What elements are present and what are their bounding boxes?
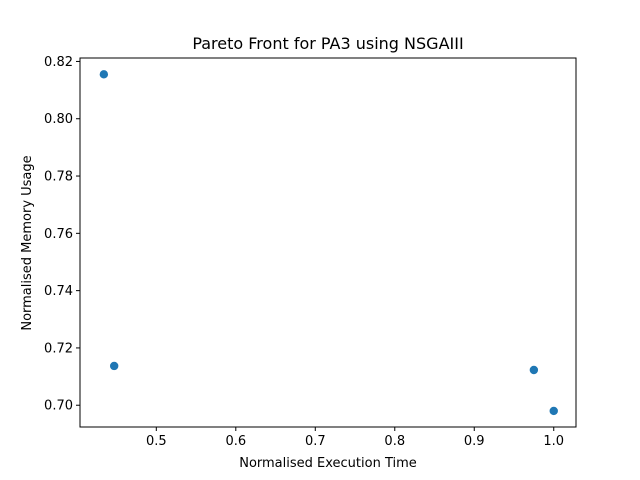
x-tick-label: 0.5	[146, 434, 167, 449]
y-tick-label: 0.72	[44, 341, 73, 356]
x-tick-label: 0.9	[464, 434, 485, 449]
y-tick-label: 0.70	[44, 399, 73, 414]
data-point	[529, 365, 539, 375]
data-point	[109, 361, 119, 371]
data-point	[549, 406, 558, 416]
x-tick-label: 0.6	[225, 434, 246, 449]
data-point	[99, 70, 109, 79]
y-axis-label: Normalised Memory Usage	[20, 155, 35, 330]
x-tick-label: 0.7	[305, 434, 326, 449]
y-tick-label: 0.74	[44, 284, 73, 299]
plot-area: 0.5 0.6 0.7 0.8 0.9 1.0 0.70 0.72 0.74 0.76 0.78 0.…	[44, 55, 577, 449]
y-tick-label: 0.82	[44, 55, 73, 70]
y-tick-label: 0.76	[44, 227, 73, 242]
y-tick-label: 0.78	[44, 170, 73, 185]
chart-title: Pareto Front for PA3 using NSGAIII	[192, 34, 463, 53]
x-tick-label: 0.8	[384, 434, 405, 449]
x-tick-label: 1.0	[543, 434, 564, 449]
x-axis-label: Normalised Execution Time	[239, 456, 417, 471]
axes-frame	[79, 57, 577, 428]
y-tick-label: 0.80	[44, 112, 73, 127]
